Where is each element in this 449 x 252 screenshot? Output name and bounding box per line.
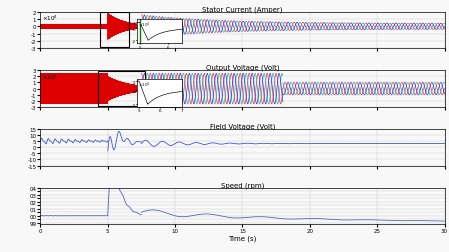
- Text: $\times10^4$: $\times10^4$: [42, 72, 58, 81]
- X-axis label: Time (s): Time (s): [228, 235, 257, 241]
- Text: $\times10^4$: $\times10^4$: [138, 21, 150, 30]
- Text: $\times10^4$: $\times10^4$: [42, 14, 58, 23]
- Title: Output Voltage (Volt): Output Voltage (Volt): [206, 65, 279, 71]
- Bar: [100, 13, 129, 48]
- Bar: [98, 72, 145, 106]
- Title: Stator Current (Amper): Stator Current (Amper): [202, 6, 283, 13]
- Title: Field Voltage (Volt): Field Voltage (Volt): [210, 123, 275, 129]
- Title: Speed (rpm): Speed (rpm): [221, 181, 264, 188]
- Text: $\times10^4$: $\times10^4$: [138, 80, 150, 89]
